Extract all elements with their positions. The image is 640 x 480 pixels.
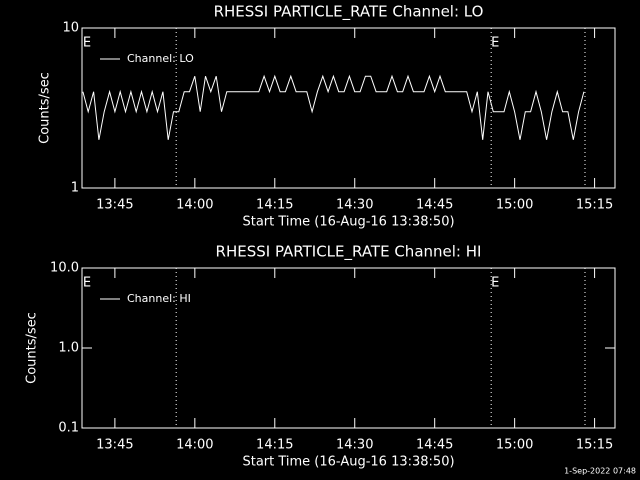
y-tick-label: 1 xyxy=(71,181,79,196)
x-tick-label: 14:45 xyxy=(416,438,453,453)
footer: 1-Sep-2022 07:48 xyxy=(564,467,636,476)
x-tick-label: 13:45 xyxy=(96,198,133,213)
x-tick-label: 13:45 xyxy=(96,438,133,453)
x-tick-label: 15:00 xyxy=(496,438,533,453)
event-flag: E xyxy=(491,276,499,291)
chart-title: RHESSI PARTICLE_RATE Channel: LO xyxy=(214,3,484,22)
x-tick-label: 14:30 xyxy=(336,198,373,213)
chart-title: RHESSI PARTICLE_RATE Channel: HI xyxy=(216,243,482,262)
event-flag: E xyxy=(491,36,499,51)
y-axis-label: Counts/sec xyxy=(25,312,40,384)
x-tick-label: 15:15 xyxy=(576,438,613,453)
x-tick-label: 14:15 xyxy=(256,198,293,213)
event-flag: E xyxy=(83,36,91,51)
y-tick-label: 10 xyxy=(62,21,79,36)
y-axis-label: Counts/sec xyxy=(38,72,53,144)
x-tick-label: 14:00 xyxy=(176,438,213,453)
x-axis-label: Start Time (16-Aug-16 13:38:50) xyxy=(242,455,454,470)
y-tick-label: 10.0 xyxy=(50,261,79,276)
plot-frame xyxy=(81,27,616,189)
x-tick-label: 14:15 xyxy=(256,438,293,453)
x-tick-label: 14:30 xyxy=(336,438,373,453)
series-line xyxy=(82,74,585,140)
x-tick-label: 15:15 xyxy=(576,198,613,213)
legend-label: Channel: LO xyxy=(127,52,194,65)
x-tick-label: 14:00 xyxy=(176,198,213,213)
legend-label: Channel: HI xyxy=(127,292,191,305)
y-tick-label: 1.0 xyxy=(58,341,79,356)
y-tick-label: 0.1 xyxy=(58,421,79,436)
x-tick-label: 15:00 xyxy=(496,198,533,213)
event-flag: E xyxy=(83,276,91,291)
x-tick-label: 14:45 xyxy=(416,198,453,213)
x-axis-label: Start Time (16-Aug-16 13:38:50) xyxy=(242,215,454,230)
